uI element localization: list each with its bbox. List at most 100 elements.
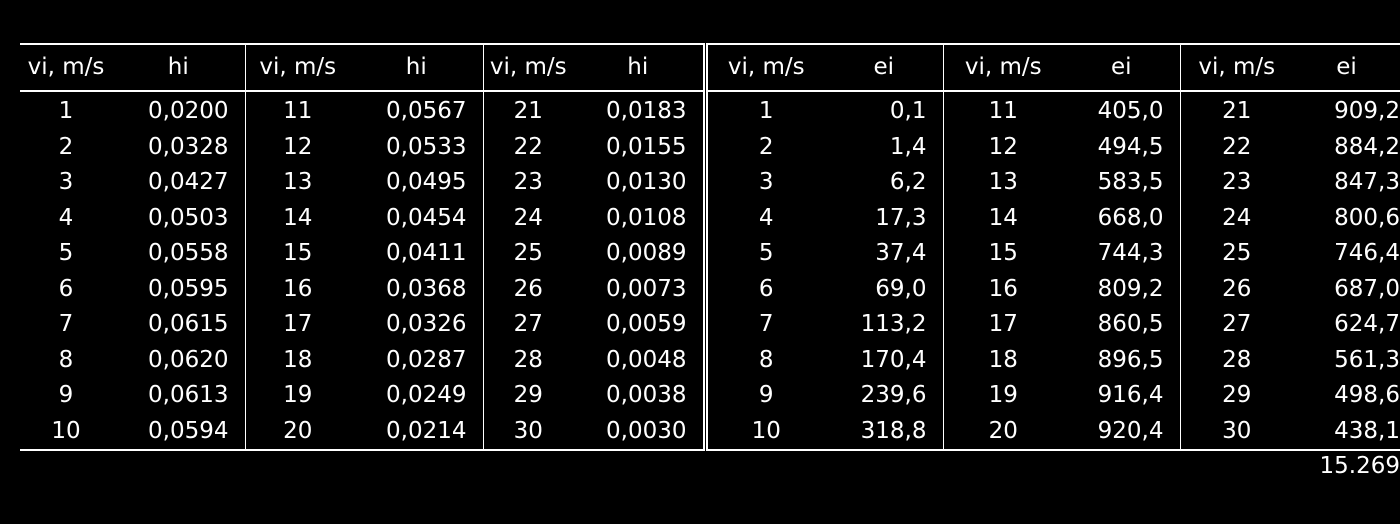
header-cell: vi, m/s — [482, 43, 573, 92]
table-cell: 494,5 — [1097, 133, 1164, 160]
table-cell: 561,3 — [1334, 346, 1400, 373]
table-cell: 884,2 — [1334, 133, 1400, 160]
table-cell: 2 — [702, 129, 825, 165]
header-cell: hi — [573, 43, 705, 92]
table-cell: 746,4 — [1334, 240, 1400, 267]
table-cell: 4 — [58, 204, 74, 231]
table-cell: 9 — [58, 382, 74, 409]
table-cell: 19 — [244, 378, 350, 414]
table-cell: 16 — [942, 271, 1063, 307]
table-cell: 239,6 — [860, 382, 927, 409]
table-cell: 13 — [942, 165, 1063, 201]
table-cell: 15 — [244, 236, 350, 272]
table-row: 10 0,0594 20 0,0214 30 0,0030 10 318,8 20 920,4 30… — [20, 413, 1400, 451]
table-cell: 624,7 — [1334, 311, 1400, 338]
table-cell: 7 — [58, 311, 74, 338]
table-cell: 23 — [1179, 165, 1293, 201]
table-cell: 18 — [942, 342, 1063, 378]
table-cell: 0,0503 — [148, 204, 229, 231]
table-cell: 3 — [58, 169, 74, 196]
header-cell: hi — [112, 43, 245, 92]
table-cell: 17,3 — [875, 204, 927, 231]
table-cell: 25 — [1179, 236, 1293, 272]
table-cell: 0,0200 — [148, 98, 229, 125]
table-cell: 0,0089 — [606, 240, 687, 267]
table-cell: 0,1 — [889, 98, 927, 125]
table-cell: 498,6 — [1334, 382, 1400, 409]
table-cell: 8 — [58, 346, 74, 373]
table-cell: 12 — [244, 129, 350, 165]
table-cell: 12 — [942, 129, 1063, 165]
table-cell: 5 — [58, 240, 74, 267]
table-cell: 170,4 — [860, 346, 927, 373]
header-cell: hi — [350, 43, 483, 92]
table-cell: 29 — [1179, 378, 1293, 414]
table-cell: 0,0594 — [112, 413, 245, 451]
table-cell: 0,0287 — [386, 346, 467, 373]
table-cell: 0,0249 — [386, 382, 467, 409]
table-cell: 0,0595 — [148, 275, 229, 302]
header-cell: vi, m/s — [942, 43, 1063, 92]
table-cell: 0,0328 — [148, 133, 229, 160]
table-cell: 16 — [244, 271, 350, 307]
table-cell: 0,0533 — [386, 133, 467, 160]
table-cell: 847,3 — [1334, 169, 1400, 196]
table-cell: 583,5 — [1097, 169, 1164, 196]
table-row: 6 0,0595 16 0,0368 26 0,0073 6 69,0 16 809,2 26 687… — [20, 271, 1400, 307]
table-cell: 6 — [702, 271, 825, 307]
table-cell: 6,2 — [889, 169, 927, 196]
header-row: vi, m/s hi vi, m/s hi vi, m/s hi vi, m/s… — [20, 43, 1400, 92]
table-cell: 21 — [1179, 91, 1293, 130]
table-cell: 11 — [244, 91, 350, 130]
table-cell: 0,0613 — [148, 382, 229, 409]
table-cell: 0,0495 — [386, 169, 467, 196]
table-cell: 30 — [1179, 413, 1293, 451]
header-cell: vi, m/s — [1179, 43, 1293, 92]
table-row: 3 0,0427 13 0,0495 23 0,0130 3 6,2 13 583,5 23 847,… — [20, 165, 1400, 201]
table-cell: 1 — [58, 98, 74, 125]
table-cell: 20 — [942, 413, 1063, 451]
table-cell: 11 — [942, 91, 1063, 130]
table-cell: 15 — [942, 236, 1063, 272]
table-cell: 0,0427 — [148, 169, 229, 196]
table-cell: 6 — [58, 275, 74, 302]
table-row: 8 0,0620 18 0,0287 28 0,0048 8 170,4 18 896,5 28 56… — [20, 342, 1400, 378]
table-cell: 920,4 — [1063, 413, 1180, 451]
table-cell: 0,0214 — [350, 413, 483, 451]
table-cell: 0,0615 — [148, 311, 229, 338]
table-cell: 18 — [244, 342, 350, 378]
table-cell: 17 — [244, 307, 350, 343]
table-cell: 22 — [1179, 129, 1293, 165]
table-cell: 0,0368 — [386, 275, 467, 302]
table-cell: 668,0 — [1097, 204, 1164, 231]
table-cell: 405,0 — [1097, 98, 1164, 125]
header-cell: vi, m/s — [244, 43, 350, 92]
table-cell: 0,0558 — [148, 240, 229, 267]
table-cell: 0,0567 — [386, 98, 467, 125]
table-row: 1 0,0200 11 0,0567 21 0,0183 1 0,1 11 405,0 21 909,… — [20, 91, 1400, 130]
table-cell: 5 — [702, 236, 825, 272]
table-cell: 800,6 — [1334, 204, 1400, 231]
table-cell: 0,0073 — [606, 275, 687, 302]
table-cell: 24 — [1179, 200, 1293, 236]
table-row: 9 0,0613 19 0,0249 29 0,0038 9 239,6 19 916,4 29 49… — [20, 378, 1400, 414]
table-cell: 22 — [482, 129, 573, 165]
table-cell: 687,0 — [1334, 275, 1400, 302]
table-cell: 7 — [702, 307, 825, 343]
table-cell: 25 — [482, 236, 573, 272]
table-cell: 0,0059 — [606, 311, 687, 338]
table-cell: 20 — [244, 413, 350, 451]
table-cell: 30 — [482, 413, 573, 451]
data-table-container: vi, m/s hi vi, m/s hi vi, m/s hi vi, m/s… — [20, 43, 1400, 451]
table-cell: 27 — [1179, 307, 1293, 343]
table-cell: 9 — [702, 378, 825, 414]
table-cell: 0,0183 — [606, 98, 687, 125]
table-cell: 27 — [482, 307, 573, 343]
table-cell: 4 — [702, 200, 825, 236]
table-cell: 69,0 — [875, 275, 927, 302]
table-cell: 809,2 — [1097, 275, 1164, 302]
table-cell: 10 — [20, 413, 112, 451]
table-cell: 113,2 — [860, 311, 927, 338]
table-cell: 23 — [482, 165, 573, 201]
header-cell: ei — [1063, 43, 1180, 92]
